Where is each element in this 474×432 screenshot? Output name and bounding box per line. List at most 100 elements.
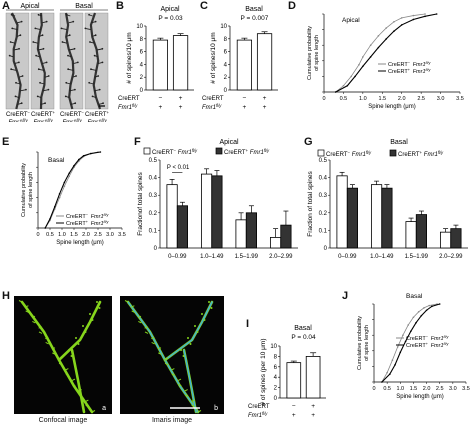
spine [131,310,135,313]
bar [201,173,213,249]
a-title-basal: Basal [75,3,93,10]
chart-e: Basal 0 0.5 1.0 1.5 2.0 2.5 3.0 3.5 Spine length … [21,151,126,246]
spine-head [84,331,87,333]
dendrite-shaft [64,12,75,110]
p-value: P = 0.007 [241,15,269,22]
spine [73,62,78,65]
spine [78,389,82,392]
spine [124,300,129,303]
chart-g-title: Basal [390,139,408,146]
spine-head [98,307,101,309]
spine [32,321,36,324]
chart-i: Basal 0 2 4 6 8 10# of spines (per 10 μm) P = 0… [248,325,326,419]
row-label: CreERT [118,96,140,102]
data-point [400,17,403,19]
data-point [350,75,352,78]
spine-head [75,337,77,339]
spine [10,55,14,58]
chart-d: Apical 0 0.5 1.0 1.5 2.0 2.5 3.0 3.5 Spine length… [307,13,464,110]
a-genotype-fmr: Fmr1fl/y [33,118,53,122]
spine [151,336,155,340]
bar [286,362,302,399]
y-tick-label: 4 [140,62,144,68]
y-tick-label: 10 [220,24,227,30]
x-tick-label: 1.5–1.99 [405,254,429,260]
spine-head [41,34,44,37]
data-point [346,84,349,87]
spine-head [19,34,22,37]
spine-head [65,81,68,84]
a-genotype-cre: CreERT+ [85,110,110,118]
a-title-apical: Apical [20,3,40,10]
x-axis-label: Spine length (μm) [368,104,415,110]
data-point [386,371,388,374]
x-tick-label: 1.5 [410,386,418,392]
y-tick-label: 0 [140,88,144,94]
row-value: + [179,104,183,111]
data-point [428,304,430,307]
data-point [68,172,70,175]
spine [65,368,69,371]
spine-head [67,68,70,71]
bar [235,219,247,249]
spine [39,68,45,71]
spine-head [90,68,92,71]
spine-head [14,95,17,98]
data-point [407,324,409,326]
spine [51,347,56,350]
x-tick-label: 1.0 [58,232,66,238]
spine-head [60,27,63,30]
legend-entry-genotype: Fmr1fl/y [413,61,432,68]
chart-f-title: Apical [219,139,239,146]
spine-head [101,47,104,50]
data-point [342,84,345,87]
data-point [396,346,399,348]
spine [11,68,17,71]
panel-j: J Basal 0 0.5 1.0 1.5 2.0 2.5 3.0 3.5 Spine lengt… [342,290,474,410]
row-value: + [311,403,315,410]
spine-head [93,54,96,57]
a-genotype-fmr: Fmr1fl/y [87,118,107,122]
chart-e-title: Basal [48,157,65,164]
x-tick-label: 0.5 [46,232,54,238]
spine-head [189,343,192,345]
y-tick-label: 8 [140,37,144,43]
spine [197,410,202,413]
spine [144,331,149,334]
bar [346,187,359,249]
y-axis-label-1: Cumulative probability [307,26,313,80]
spine-head [73,88,76,91]
spine [17,102,22,105]
spine [16,34,21,37]
y-tick-label: 0 [324,246,328,252]
legend-entry: CreERT− [152,148,177,156]
panel-label-c: C [200,0,208,12]
y-tick-label: 0.5 [319,158,328,164]
spine [89,14,93,17]
y-tick-label: 0.1 [149,228,158,234]
data-point [68,175,70,178]
data-point [82,155,85,157]
spine [14,62,19,65]
spine [171,373,175,376]
bar [439,231,452,249]
x-tick-label: 1.0–1.49 [200,254,224,260]
x-tick-label: 0 [36,232,39,238]
a-genotype-fmr: Fmr1fl/y [62,118,82,122]
x-axis-label: Spine length (μm) [56,240,103,246]
h-caption-imaris: Imaris image [151,417,193,424]
panel-g: G Basal 0 0.1 0.2 0.3 0.4 0.5 Fraction of total… [304,136,474,266]
spine [151,341,155,345]
data-point [399,351,402,354]
x-tick-label: 0–0.99 [338,254,357,260]
data-point [394,364,396,366]
spine-head [42,47,45,50]
spine-head [44,102,46,105]
data-point [400,24,403,26]
x-tick-label: 1.5 [70,232,78,238]
data-point [412,18,415,21]
spine [11,41,16,44]
data-point [354,75,356,78]
data-point [362,56,364,58]
data-point [415,321,417,324]
